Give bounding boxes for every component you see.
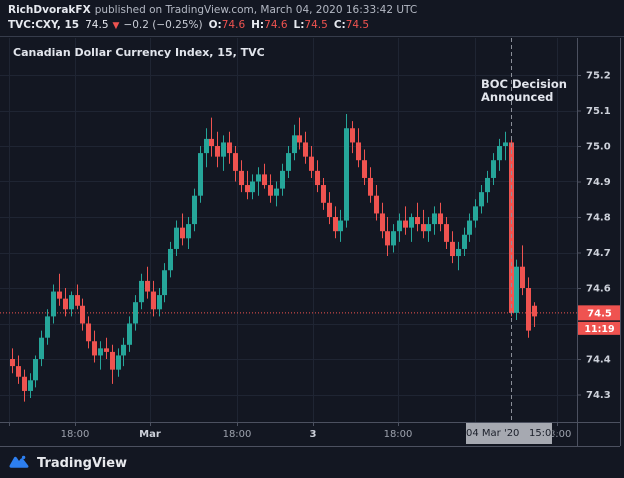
svg-text:11:19: 11:19 (584, 324, 614, 335)
annotation-line-1: BOC Decision (481, 77, 567, 91)
annotation-line-2: Announced (481, 90, 554, 104)
chart-header: RichDvorakFX published on TradingView.com… (0, 0, 624, 37)
publisher-name: RichDvorakFX (8, 4, 91, 16)
svg-text:74.3: 74.3 (586, 390, 611, 401)
high-value: 74.6 (264, 19, 288, 31)
svg-text:18:00: 18:00 (61, 429, 90, 440)
svg-text:3: 3 (310, 429, 317, 440)
last-price-value: 74.5 (85, 19, 109, 31)
svg-text:Mar: Mar (139, 429, 161, 440)
candles (10, 114, 537, 402)
svg-text:74.8: 74.8 (586, 213, 611, 224)
crosshair-time-tooltip: 04 Mar '20 15:00 (466, 423, 558, 444)
open-value: 74.6 (221, 19, 246, 31)
svg-text:75.0: 75.0 (586, 142, 611, 153)
tradingview-brand[interactable]: TradingView (37, 455, 128, 471)
svg-text:75.2: 75.2 (586, 71, 611, 82)
price-down-arrow-icon: ▼ (112, 21, 120, 31)
svg-text:75.1: 75.1 (586, 106, 611, 117)
countdown-badge: 11:19 (578, 321, 620, 335)
svg-text:74.7: 74.7 (586, 248, 611, 259)
svg-text:18:00: 18:00 (223, 429, 252, 440)
time-axis-labels: 18:00 Mar 18:00 3 18:00 18:00 (61, 429, 572, 440)
grid-lines (0, 38, 577, 422)
svg-text:74.5: 74.5 (587, 308, 612, 319)
low-value: 74.5 (304, 19, 328, 31)
svg-text:18:00: 18:00 (384, 429, 413, 440)
published-line: RichDvorakFX published on TradingView.com… (8, 3, 624, 18)
price-change: −0.2 (−0.25%) (123, 19, 203, 31)
close-label: C: (333, 19, 346, 31)
symbol-interval: TVC:CXY, 15 (8, 19, 80, 31)
symbol-line: TVC:CXY, 15 74.5 ▼ −0.2 (−0.25%) O:74.6 H:74.… (8, 18, 624, 34)
high-label: H: (251, 19, 265, 31)
boc-annotation: BOC Decision Announced (481, 78, 567, 104)
chart-borders (0, 38, 621, 447)
last-price-badge: 74.5 (578, 305, 620, 321)
price-axis-labels: 75.2 75.1 75.0 74.9 74.8 74.7 74.6 74.4 74.3 (577, 71, 611, 401)
chart-legend: Canadian Dollar Currency Index, 15, TVC (13, 46, 265, 59)
published-info: published on TradingView.com, March 04, … (94, 4, 418, 16)
low-label: L: (293, 19, 305, 31)
svg-text:74.9: 74.9 (586, 177, 611, 188)
svg-text:74.4: 74.4 (586, 355, 611, 366)
svg-text:74.6: 74.6 (586, 284, 611, 295)
tradingview-logo-icon[interactable] (8, 452, 30, 474)
close-value: 74.5 (345, 19, 370, 31)
svg-text:18:00: 18:00 (543, 429, 572, 440)
footer: TradingView (8, 451, 127, 475)
open-label: O: (208, 19, 222, 31)
